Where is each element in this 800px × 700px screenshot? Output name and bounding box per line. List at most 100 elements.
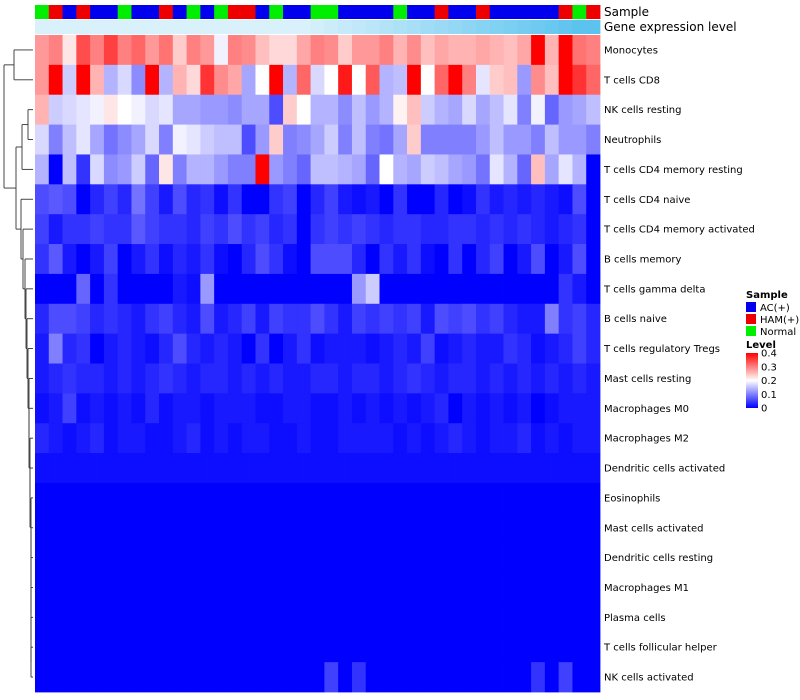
heatmap-cell [117, 662, 132, 693]
heatmap-cell [283, 453, 298, 484]
heatmap-cell [186, 572, 201, 603]
heatmap-cell [255, 423, 270, 454]
gene-expression-annotation-cell [269, 20, 284, 34]
heatmap-cell [186, 244, 201, 275]
heatmap-cell [310, 64, 325, 96]
heatmap-cell [269, 273, 284, 305]
heatmap-cell [448, 184, 463, 215]
heatmap-cell [76, 662, 91, 693]
heatmap-cell [103, 572, 119, 603]
heatmap-cell [172, 184, 187, 215]
heatmap-cell [448, 602, 463, 633]
heatmap-cell [227, 512, 243, 544]
heatmap-cell [448, 154, 463, 185]
heatmap-cell [103, 662, 119, 693]
heatmap-cell [338, 303, 353, 335]
heatmap-cell [172, 632, 187, 663]
heatmap-cell [434, 423, 449, 454]
heatmap-cell [379, 214, 394, 245]
heatmap-cell [407, 572, 422, 603]
heatmap-cell [531, 333, 546, 364]
heatmap-cell [48, 64, 63, 96]
heatmap-cell [393, 393, 408, 424]
heatmap-cell [269, 662, 284, 693]
heatmap-cell [200, 303, 215, 335]
heatmap-cell [475, 602, 491, 633]
heatmap-cell [544, 602, 560, 633]
heatmap-cell [172, 64, 187, 96]
heatmap-cell [117, 602, 132, 633]
heatmap-cell [214, 244, 229, 275]
heatmap-cell [434, 214, 449, 245]
heatmap-cell [558, 184, 573, 215]
heatmap-cell [103, 184, 119, 215]
heatmap-cell [558, 333, 573, 364]
heatmap-cell [434, 632, 449, 663]
heatmap-cell [420, 453, 436, 484]
heatmap-cell [227, 453, 243, 484]
heatmap-cell [531, 393, 546, 424]
heatmap-cell [296, 662, 312, 693]
heatmap-cell [241, 273, 256, 305]
heatmap-cell [379, 333, 394, 364]
gene-expression-annotation-cell [448, 20, 463, 34]
heatmap-cell [365, 124, 380, 155]
heatmap-cell [462, 244, 477, 275]
heatmap-cell [131, 363, 146, 394]
heatmap-cell [159, 542, 174, 573]
heatmap-cell [241, 244, 256, 275]
heatmap-cell [517, 423, 532, 454]
heatmap-cell [283, 333, 298, 364]
heatmap-cell [35, 64, 50, 96]
heatmap-cell [586, 214, 601, 245]
heatmap-cell [296, 154, 312, 185]
heatmap-cell [145, 124, 160, 155]
heatmap-cell [517, 602, 532, 633]
sample-annotation-cell [214, 5, 229, 19]
heatmap-cell [35, 124, 50, 155]
heatmap-cell [393, 363, 408, 394]
legend-colorbar [746, 353, 758, 408]
heatmap-cell [475, 273, 491, 305]
heatmap-cell [76, 632, 91, 663]
row-label: Macrophages M2 [604, 434, 689, 445]
heatmap-cell [255, 363, 270, 394]
heatmap-cell [324, 244, 339, 275]
heatmap-cell [338, 572, 353, 603]
heatmap-cell [503, 154, 518, 185]
heatmap-cell [434, 602, 449, 633]
heatmap-cell [200, 572, 215, 603]
heatmap-cell [365, 542, 380, 573]
heatmap-cell [172, 662, 187, 693]
heatmap-cell [420, 333, 436, 364]
heatmap-cell [145, 393, 160, 424]
heatmap-cell [76, 512, 91, 544]
heatmap-cell [586, 333, 601, 364]
gene-expression-annotation-cell [117, 20, 132, 34]
heatmap-cell [310, 662, 325, 693]
heatmap-cell [269, 512, 284, 544]
heatmap-cell [448, 244, 463, 275]
heatmap-cell [131, 662, 146, 693]
heatmap-cell [35, 273, 50, 305]
row-label: T cells CD8 [603, 75, 660, 86]
heatmap-cell [489, 333, 504, 364]
heatmap-cell [420, 482, 436, 514]
heatmap-cell [186, 94, 201, 125]
heatmap-cell [434, 482, 449, 514]
heatmap-cell [145, 244, 160, 275]
sample-annotation-cell [296, 5, 312, 19]
heatmap-cell [351, 572, 367, 603]
sample-annotation-cell [255, 5, 270, 19]
heatmap-cell [48, 94, 63, 125]
heatmap-cell [475, 333, 491, 364]
heatmap-cell [296, 303, 312, 335]
heatmap-cell [338, 363, 353, 394]
heatmap-cell [214, 453, 229, 484]
heatmap-cell [572, 602, 587, 633]
heatmap-cell [351, 363, 367, 394]
heatmap-cell [351, 244, 367, 275]
heatmap-cell [159, 64, 174, 96]
heatmap-cell [324, 154, 339, 185]
heatmap-cell [351, 124, 367, 155]
